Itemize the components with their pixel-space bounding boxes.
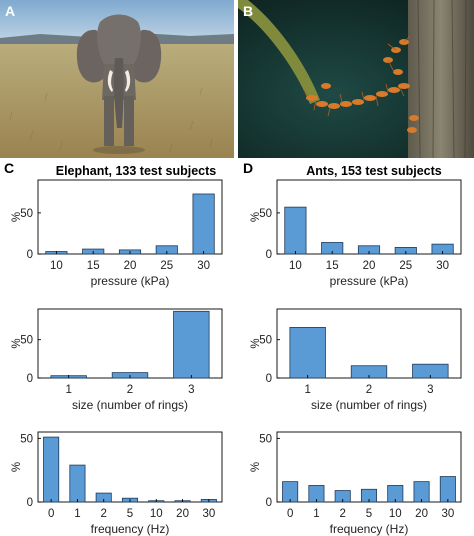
c-frequency-axes-frame	[37, 431, 223, 503]
d-frequency-ylabel: %	[250, 462, 262, 472]
d-pressure-xtick-label: 15	[326, 260, 339, 272]
d-pressure-xtick-label: 25	[399, 260, 412, 272]
d-frequency-bar-0	[282, 481, 299, 503]
d-size-ylabel: %	[250, 338, 262, 348]
c-frequency-xlabel: frequency (Hz)	[91, 522, 170, 536]
c-frequency-xtick-label: 10	[150, 508, 163, 520]
c-size-xtick-label: 3	[188, 384, 194, 396]
d-frequency-ytick-label: 0	[266, 497, 272, 509]
d-frequency-xtick-label: 30	[441, 508, 454, 520]
c-pressure-bar-30	[192, 193, 215, 255]
d-size-xtick-label: 1	[304, 384, 310, 396]
d-pressure-xtick-label: 30	[436, 260, 449, 272]
d-frequency-xtick-label: 2	[340, 508, 346, 520]
c-frequency-xtick-label: 2	[101, 508, 107, 520]
d-pressure-ytick-label: 50	[259, 208, 272, 220]
ants-column-title: Ants, 153 test subjects	[306, 164, 442, 178]
d-size-xtick-label: 3	[427, 384, 433, 396]
d-frequency-xtick-label: 5	[366, 508, 372, 520]
c-size-xtick-label: 1	[65, 384, 71, 396]
c-size-bar-3	[173, 310, 210, 379]
c-pressure-ylabel: %	[11, 212, 23, 222]
c-frequency-ytick-label: 50	[20, 433, 33, 445]
c-frequency-bar-1	[69, 464, 86, 503]
c-frequency-xtick-label: 0	[48, 508, 54, 520]
c-size-ylabel: %	[11, 338, 23, 348]
c-frequency-xtick-label: 1	[74, 508, 80, 520]
c-pressure-ytick-label: 0	[27, 249, 33, 261]
d-size-xtick-label: 2	[366, 384, 372, 396]
c-pressure-xtick-label: 20	[124, 260, 137, 272]
c-frequency-xtick-label: 30	[202, 508, 215, 520]
d-pressure-xlabel: pressure (kPa)	[330, 274, 409, 288]
d-frequency-bar-20	[413, 481, 430, 503]
c-pressure-xtick-label: 10	[50, 260, 63, 272]
c-frequency-bar-0	[43, 436, 60, 503]
d-pressure-xtick-label: 10	[289, 260, 302, 272]
c-size-ytick-label: 50	[20, 335, 33, 347]
d-frequency-xtick-label: 20	[415, 508, 428, 520]
c-size-xlabel: size (number of rings)	[72, 398, 188, 412]
c-frequency-ytick-label: 0	[27, 497, 33, 509]
d-frequency-xtick-label: 0	[287, 508, 293, 520]
c-pressure-xtick-label: 25	[160, 260, 173, 272]
panel-letter-b: B	[243, 3, 254, 19]
d-frequency-bar-30	[439, 476, 456, 503]
d-size-ytick-label: 0	[266, 373, 272, 385]
d-pressure-xtick-label: 20	[363, 260, 376, 272]
d-frequency-xtick-label: 10	[389, 508, 402, 520]
panel-letter-c: C	[4, 160, 15, 176]
c-pressure-xtick-label: 15	[87, 260, 100, 272]
d-size-ytick-label: 50	[259, 335, 272, 347]
d-size-bar-1	[289, 326, 326, 379]
elephant-photo	[0, 0, 234, 158]
panel-letter-a: A	[5, 3, 16, 19]
panel-letter-d: D	[243, 160, 254, 176]
d-pressure-ylabel: %	[250, 212, 262, 222]
d-pressure-bar-10	[284, 206, 307, 255]
c-frequency-xtick-label: 20	[176, 508, 189, 520]
c-pressure-xtick-label: 30	[197, 260, 210, 272]
d-frequency-ytick-label: 50	[259, 433, 272, 445]
d-pressure-ytick-label: 0	[266, 249, 272, 261]
d-frequency-xlabel: frequency (Hz)	[330, 522, 409, 536]
c-frequency-xtick-label: 5	[127, 508, 133, 520]
elephant-column-title: Elephant, 133 test subjects	[55, 164, 217, 178]
c-size-xtick-label: 2	[127, 384, 133, 396]
c-size-ytick-label: 0	[27, 373, 33, 385]
ant-bridge-photo	[238, 0, 474, 158]
c-pressure-ytick-label: 50	[20, 208, 33, 220]
d-frequency-xtick-label: 1	[313, 508, 319, 520]
c-pressure-xlabel: pressure (kPa)	[91, 274, 170, 288]
d-size-xlabel: size (number of rings)	[311, 398, 427, 412]
c-frequency-ylabel: %	[11, 462, 23, 472]
